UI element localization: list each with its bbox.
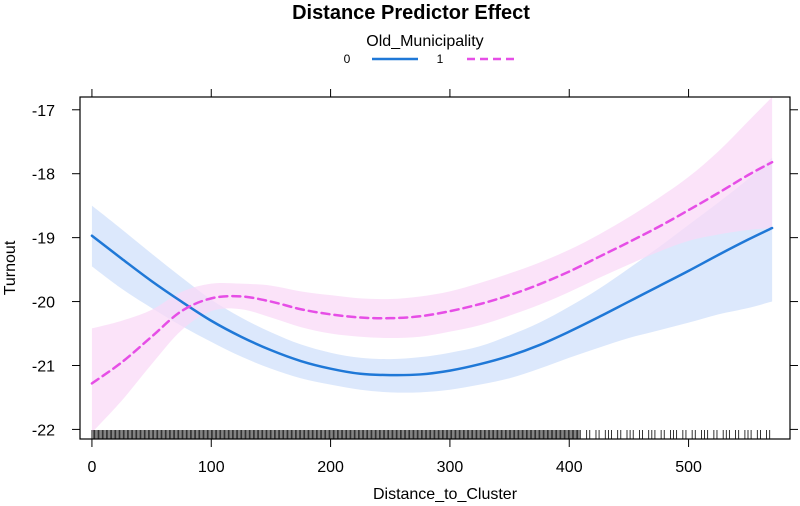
y-tick-label-1: -21 <box>32 358 55 375</box>
legend-title: Old_Municipality <box>366 33 483 50</box>
y-axis: -22 -21 -20 -19 -18 -17 <box>32 103 798 439</box>
x-tick-label-3: 300 <box>437 459 464 476</box>
x-tick-label-0: 0 <box>87 459 96 476</box>
series-line-1 <box>90 160 774 385</box>
legend: 0 1 <box>344 52 514 66</box>
y-axis-label: Turnout <box>2 240 19 295</box>
x-axis: 0 100 200 300 400 500 <box>87 89 702 476</box>
y-tick-label-0: -22 <box>32 422 55 439</box>
y-tick-label-5: -17 <box>32 103 55 120</box>
x-tick-label-4: 400 <box>556 459 583 476</box>
rug <box>91 430 771 439</box>
legend-label-1: 1 <box>437 52 444 66</box>
confidence-band-0 <box>91 157 773 393</box>
x-axis-label: Distance_to_Cluster <box>373 486 518 503</box>
chart-title: Distance Predictor Effect <box>292 2 530 24</box>
y-tick-label-2: -20 <box>32 295 55 312</box>
plot-frame <box>79 96 791 440</box>
series-line-0 <box>90 226 774 377</box>
legend-label-0: 0 <box>344 52 351 66</box>
plot-layer <box>90 97 774 433</box>
y-tick-label-4: -18 <box>32 167 55 184</box>
x-tick-label-5: 500 <box>675 459 702 476</box>
x-tick-label-1: 100 <box>198 459 225 476</box>
y-tick-label-3: -19 <box>32 231 55 248</box>
x-tick-label-2: 200 <box>317 459 344 476</box>
